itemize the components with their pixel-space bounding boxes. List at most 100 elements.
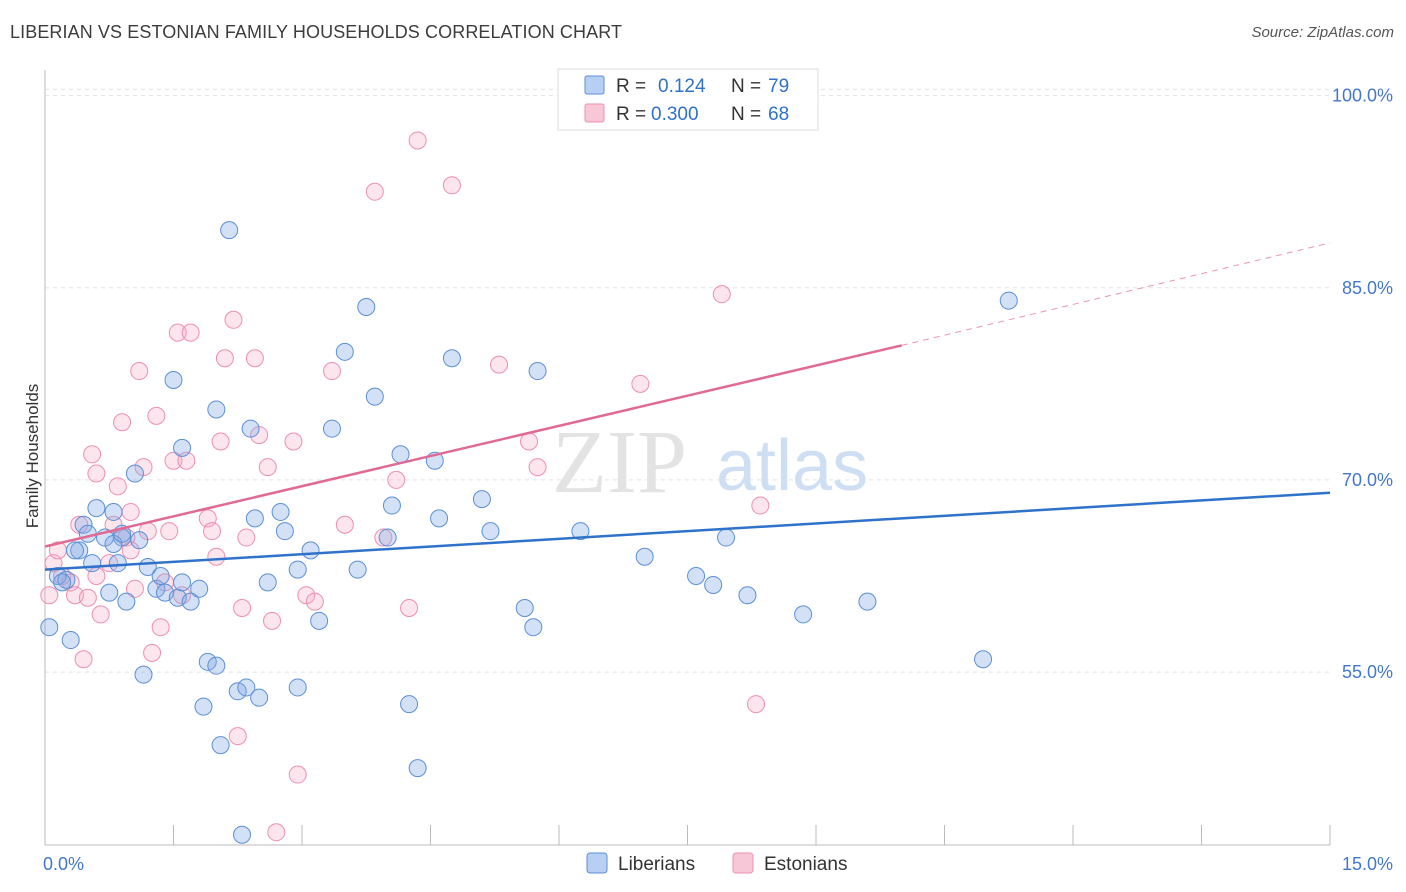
bottom-legend-swatch-liberians (586, 852, 608, 874)
liberians-point (357, 297, 376, 316)
legend-r-value-2: 0.300 (651, 104, 699, 125)
liberians-point (220, 221, 239, 240)
legend-n-label-2: N = (731, 104, 761, 125)
estonians-point (490, 355, 509, 374)
estonians-point (258, 458, 277, 477)
source-label: Source: ZipAtlas.com (1251, 24, 1394, 41)
estonians-point (121, 502, 140, 521)
liberians-point (198, 652, 217, 671)
liberians-point (173, 573, 192, 592)
liberians-point (65, 541, 84, 560)
liberians-point (442, 349, 461, 368)
estonians-point (215, 349, 234, 368)
estonians-point (365, 182, 384, 201)
estonians-point (147, 406, 166, 425)
liberians-point (53, 573, 72, 592)
y-tick-label: 55.0% (1342, 662, 1393, 682)
liberians-point (365, 387, 384, 406)
liberians-point (233, 825, 252, 844)
liberians-point (237, 678, 256, 697)
legend-n-value-2: 68 (768, 104, 789, 125)
liberians-point (100, 583, 119, 602)
estonians-point (237, 528, 256, 547)
estonians-point (130, 362, 149, 381)
estonians-point (442, 176, 461, 195)
liberians-point (241, 419, 260, 438)
liberians-point (400, 695, 419, 714)
liberians-point (382, 496, 401, 515)
estonians-point (228, 727, 247, 746)
legend-swatch-liberians (584, 75, 605, 95)
estonians-point (233, 599, 252, 618)
estonians-trendline-extension (901, 242, 1331, 346)
estonians-point (245, 349, 264, 368)
liberians-point (104, 502, 123, 521)
liberians-point (250, 688, 269, 707)
liberians-point (794, 605, 813, 624)
x-tick-label: 0.0% (43, 854, 84, 874)
liberians-point (472, 490, 491, 509)
liberians-point (164, 371, 183, 389)
estonians-point (91, 605, 110, 624)
legend-n-label-1: N = (731, 76, 761, 97)
grid (45, 88, 1330, 673)
estonians-point (267, 823, 286, 842)
chart-title: LIBERIAN VS ESTONIAN FAMILY HOUSEHOLDS C… (10, 22, 623, 42)
liberians-point (78, 524, 97, 543)
watermark-zip: ZIP (552, 413, 687, 512)
bottom-legend-swatch-estonians (732, 852, 754, 874)
y-axis-label: Family Households (23, 384, 42, 529)
legend-r-value-1: 0.124 (658, 76, 706, 97)
liberians-point (151, 566, 170, 585)
liberians-point (258, 573, 277, 592)
legend-r-label-2: R = (616, 104, 646, 125)
legend-swatch-estonians (584, 103, 605, 123)
estonians-point (125, 579, 144, 598)
liberians-point (858, 592, 877, 611)
liberians-point (301, 541, 320, 560)
liberians-point (190, 579, 209, 598)
estonians-point (211, 432, 230, 451)
liberians-point (999, 291, 1018, 310)
liberians-point (271, 502, 290, 521)
liberians-point (275, 522, 294, 541)
y-tick-labels: 55.0% 70.0% 85.0% 100.0% (1332, 86, 1393, 682)
liberians-point (571, 522, 590, 541)
liberians-point (211, 736, 230, 755)
liberians-point (87, 499, 106, 518)
estonians-trendline (44, 344, 902, 548)
bottom-legend-liberians: Liberians (618, 854, 695, 875)
liberians-point (194, 697, 213, 716)
estonians-point (87, 464, 106, 483)
legend-r-label-1: R = (616, 76, 646, 97)
estonians-point (78, 588, 97, 607)
liberians-point (481, 522, 500, 541)
liberians-point (288, 560, 307, 579)
liberians-point (635, 547, 654, 566)
liberians-point (288, 678, 307, 697)
trendlines (44, 242, 1331, 571)
liberians-point (528, 362, 547, 381)
estonians-point (207, 547, 226, 566)
liberians-point (335, 342, 354, 361)
estonians-point (40, 586, 59, 605)
liberians-trendline (44, 491, 1331, 571)
y-tick-label: 100.0% (1332, 86, 1393, 106)
estonians-point (408, 131, 427, 150)
bottom-legend-estonians: Estonians (764, 854, 847, 875)
estonians-point (751, 496, 770, 515)
estonians-point (322, 362, 341, 381)
liberians-point (70, 541, 89, 560)
estonians-point (387, 470, 406, 489)
estonians-point (224, 310, 243, 329)
estonians-point (160, 522, 179, 541)
liberians-point (125, 464, 144, 483)
y-tick-label: 85.0% (1342, 278, 1393, 298)
liberians-point (117, 592, 136, 611)
liberians-point (322, 419, 341, 438)
liberians-point (348, 560, 367, 579)
liberians-point (61, 631, 80, 650)
estonians-point (113, 413, 132, 432)
estonians-point (528, 458, 547, 477)
